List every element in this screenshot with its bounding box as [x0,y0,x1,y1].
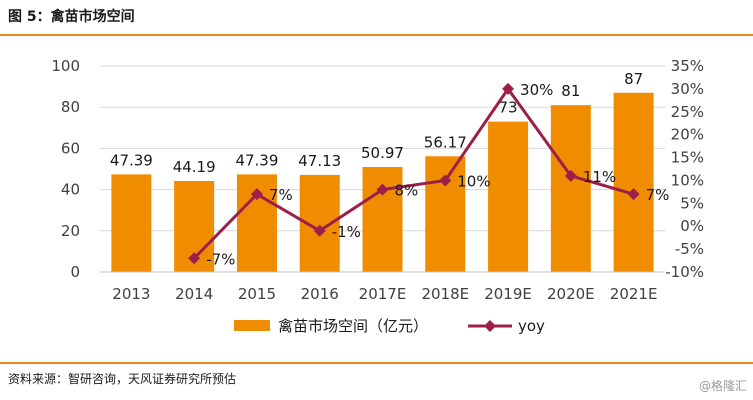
yoy-point [376,183,389,196]
x-tick-label: 2015 [238,285,276,303]
bar-value-label: 44.19 [173,158,216,176]
x-tick-label: 2013 [112,285,150,303]
yoy-point [250,188,263,201]
yoy-value-label: 7% [269,186,293,204]
bar-value-label: 73 [499,99,518,117]
y-right-tick-label: 15% [671,149,704,167]
y-right-tick-label: 20% [671,126,704,144]
y-left-tick-label: 60 [61,139,80,157]
y-right-tick-label: 30% [671,80,704,98]
yoy-point [188,252,201,265]
yoy-value-label: -7% [206,250,235,268]
chart-canvas: 0 20 40 60 80 100 -10% -5% 0% 5% 10% 15% 20% 25% 30% 35… [51,57,704,335]
legend-bar-swatch [234,320,270,331]
yoy-value-label: 30% [520,81,553,99]
bar-value-label: 81 [561,82,580,100]
x-tick-label: 2021E [610,285,658,303]
bar-value-label: 56.17 [424,133,467,151]
y-left-tick-label: 20 [61,222,80,240]
bottom-divider [0,362,753,364]
legend-line-marker [484,320,496,332]
yoy-point [313,224,326,237]
bar [613,92,654,272]
y-right-tick-label: 0% [680,217,704,235]
yoy-point [502,82,515,95]
y-right-tick-label: -10% [665,263,704,281]
y-left-tick-label: 100 [51,57,80,75]
yoy-point [439,174,452,187]
figure-title: 图 5：禽苗市场空间 [8,9,135,25]
yoy-value-label: 7% [646,186,670,204]
bar-value-label: 47.13 [298,152,341,170]
x-tick-label: 2016 [301,285,339,303]
y-left-tick-label: 0 [70,263,80,281]
bar-value-label: 50.97 [361,144,404,162]
watermark: @格隆汇 [698,379,747,393]
yoy-value-label: 11% [583,168,616,186]
bar-value-label: 47.39 [110,151,153,169]
bar [550,105,591,272]
top-divider [0,34,753,36]
y-left-tick-label: 40 [61,181,80,199]
x-tick-label: 2014 [175,285,213,303]
x-tick-label: 2017E [359,285,407,303]
bar-value-label: 87 [624,70,643,88]
legend-line-label: yoy [518,317,545,335]
x-tick-label: 2018E [421,285,469,303]
source-note: 资料来源：智研咨询，天风证券研究所预估 [8,372,237,386]
y-left-tick-label: 80 [61,98,80,116]
legend-bar-label: 禽苗市场空间（亿元） [278,317,428,335]
yoy-point [627,188,640,201]
y-right-tick-label: -5% [675,240,704,258]
x-tick-label: 2020E [547,285,595,303]
bar [111,174,152,272]
yoy-value-label: 8% [395,182,419,200]
yoy-point [564,169,577,182]
y-right-tick-label: 10% [671,171,704,189]
bar [488,121,529,273]
y-right-tick-label: 25% [671,103,704,121]
y-right-tick-label: 35% [671,57,704,75]
yoy-value-label: -1% [332,223,361,241]
x-tick-label: 2019E [484,285,532,303]
yoy-line [193,87,635,260]
bar-value-label: 47.39 [235,151,278,169]
yoy-value-label: 10% [457,172,490,190]
y-right-tick-label: 5% [680,194,704,212]
